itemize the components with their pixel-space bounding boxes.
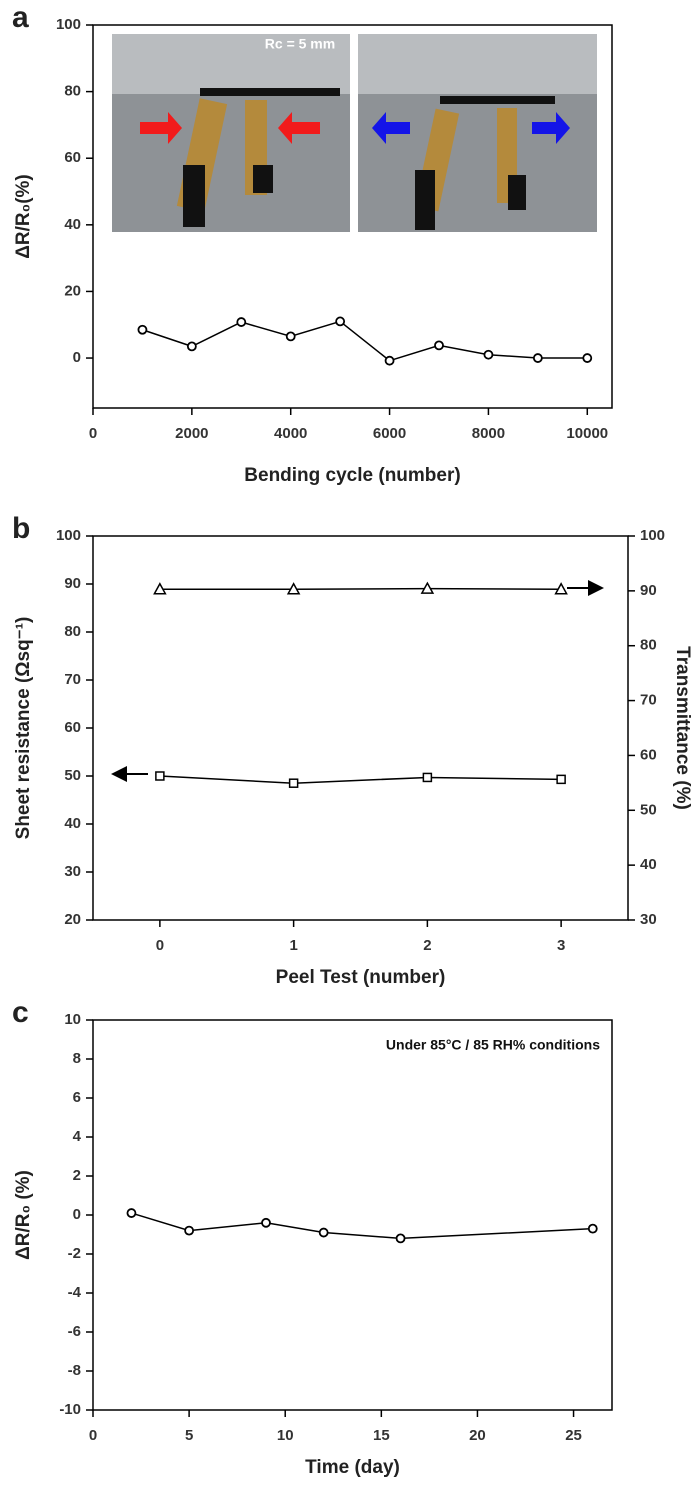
y-axis-title: ΔR/R₀ (%) bbox=[13, 1170, 34, 1260]
series-line bbox=[159, 775, 562, 784]
x-tick-label: 10000 bbox=[566, 425, 608, 442]
marker bbox=[155, 771, 165, 781]
y2-tick-label: 50 bbox=[640, 801, 657, 818]
y-tick-label: -10 bbox=[59, 1401, 81, 1418]
y-tick-label: 80 bbox=[64, 83, 81, 100]
marker bbox=[554, 582, 568, 595]
marker bbox=[335, 316, 346, 327]
y-axis-title: ΔR/R₀(%) bbox=[13, 174, 34, 259]
marker bbox=[137, 324, 148, 335]
annotation: Rc = 5 mm bbox=[265, 36, 335, 52]
y-tick-label: -8 bbox=[68, 1362, 81, 1379]
panel-label: c bbox=[12, 996, 29, 1029]
y2-tick-label: 80 bbox=[640, 637, 657, 654]
y2-tick-label: 40 bbox=[640, 856, 657, 873]
series-line bbox=[131, 1212, 593, 1240]
photo-right bbox=[358, 34, 597, 232]
x-axis-title: Peel Test (number) bbox=[276, 967, 446, 988]
plot-frame bbox=[92, 24, 613, 409]
marker bbox=[286, 582, 301, 595]
x-tick-label: 8000 bbox=[472, 425, 505, 442]
marker bbox=[186, 341, 197, 352]
marker bbox=[384, 355, 395, 366]
x-tick-label: 20 bbox=[469, 1427, 486, 1444]
x-tick-label: 2 bbox=[423, 937, 431, 954]
y-tick-label: 4 bbox=[73, 1128, 82, 1145]
y-axis-title: Sheet resistance (Ωsq⁻¹) bbox=[13, 617, 34, 840]
y-tick-label: 8 bbox=[73, 1050, 81, 1067]
y-tick-label: 6 bbox=[73, 1089, 81, 1106]
panel-label: b bbox=[12, 512, 30, 545]
marker bbox=[184, 1225, 195, 1236]
photo-left bbox=[112, 34, 350, 232]
x-tick-label: 3 bbox=[557, 937, 565, 954]
marker bbox=[236, 317, 247, 327]
marker bbox=[483, 349, 494, 360]
x-tick-label: 5 bbox=[185, 1427, 193, 1444]
y-tick-label: -6 bbox=[68, 1323, 81, 1340]
y-tick-label: 90 bbox=[64, 575, 81, 592]
y2-tick-label: 70 bbox=[640, 692, 657, 709]
y-tick-label: 100 bbox=[56, 527, 81, 544]
marker bbox=[422, 772, 433, 783]
y-tick-label: 40 bbox=[64, 815, 81, 832]
x-tick-label: 4000 bbox=[274, 425, 307, 442]
y-tick-label: 70 bbox=[64, 671, 81, 688]
marker bbox=[395, 1233, 406, 1244]
x-tick-label: 0 bbox=[89, 1427, 97, 1444]
y-tick-label: 40 bbox=[64, 216, 81, 233]
x-tick-label: 1 bbox=[289, 937, 297, 954]
x-tick-label: 6000 bbox=[373, 425, 406, 442]
marker bbox=[556, 774, 566, 785]
marker bbox=[532, 353, 543, 363]
marker bbox=[153, 582, 167, 595]
y2-tick-label: 90 bbox=[640, 582, 657, 599]
x-tick-label: 15 bbox=[373, 1427, 390, 1444]
marker bbox=[318, 1227, 329, 1238]
series-line bbox=[159, 587, 562, 590]
y-tick-label: 20 bbox=[64, 911, 81, 928]
x-tick-label: 0 bbox=[89, 425, 97, 442]
y-tick-label: 100 bbox=[56, 16, 81, 33]
y-tick-label: 20 bbox=[64, 282, 81, 299]
y-tick-label: 80 bbox=[64, 623, 81, 640]
y-tick-label: 2 bbox=[73, 1167, 81, 1184]
y-tick-label: -2 bbox=[68, 1245, 81, 1262]
y-tick-label: 10 bbox=[64, 1011, 81, 1028]
panel-label: a bbox=[12, 1, 29, 34]
x-tick-label: 0 bbox=[156, 937, 164, 954]
y-tick-label: 60 bbox=[64, 149, 81, 166]
y-tick-label: -4 bbox=[68, 1284, 82, 1301]
plot-frame bbox=[92, 535, 629, 921]
y-tick-label: 0 bbox=[73, 1206, 81, 1223]
y-tick-label: 0 bbox=[73, 349, 81, 366]
marker bbox=[285, 331, 296, 342]
x-axis-title: Time (day) bbox=[305, 1457, 400, 1478]
y-tick-label: 30 bbox=[64, 863, 81, 880]
y2-tick-label: 30 bbox=[640, 911, 657, 928]
y-tick-label: 50 bbox=[64, 767, 81, 784]
x-tick-label: 25 bbox=[565, 1427, 582, 1444]
marker bbox=[587, 1223, 598, 1234]
x-tick-label: 2000 bbox=[175, 425, 208, 442]
marker bbox=[420, 581, 435, 594]
series-line bbox=[142, 320, 588, 362]
y2-axis-title: Transmittance (%) bbox=[672, 646, 693, 810]
plot-frame bbox=[92, 1019, 613, 1411]
marker bbox=[582, 353, 593, 363]
y-tick-label: 60 bbox=[64, 719, 81, 736]
x-tick-label: 10 bbox=[277, 1427, 294, 1444]
marker bbox=[434, 340, 444, 351]
marker bbox=[126, 1208, 137, 1218]
y2-tick-label: 60 bbox=[640, 746, 657, 763]
marker bbox=[288, 778, 299, 788]
x-axis-title: Bending cycle (number) bbox=[244, 465, 460, 486]
annotation: Under 85°C / 85 RH% conditions bbox=[386, 1037, 600, 1053]
marker bbox=[261, 1217, 271, 1228]
y2-tick-label: 100 bbox=[640, 527, 665, 544]
